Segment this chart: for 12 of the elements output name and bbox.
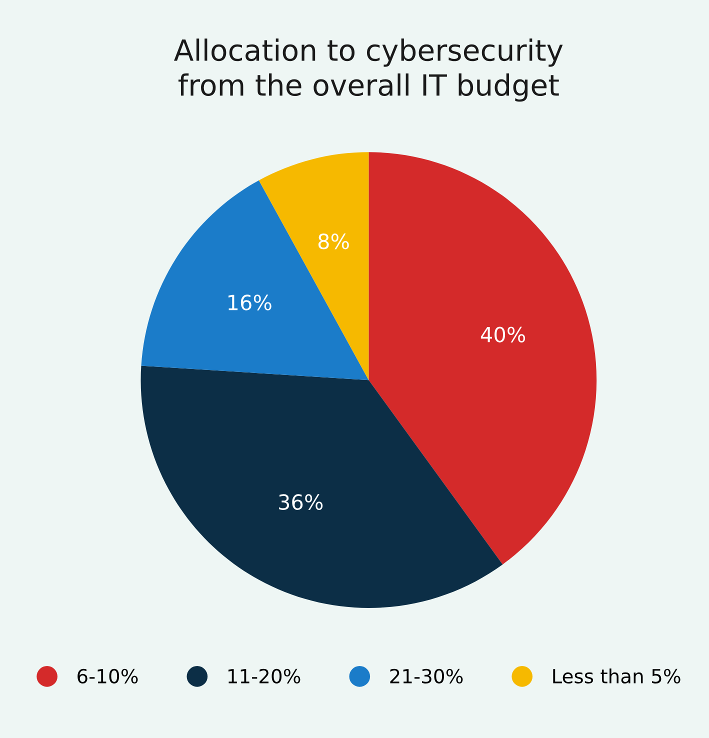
pie-slice [141,180,369,380]
data-label: 16% [228,294,272,310]
legend-label: 6-10% [78,668,138,684]
pie-slice [140,366,503,608]
pie-slice [368,152,597,564]
data-label: 8% [318,233,349,250]
legend-label: Less than 5% [553,668,680,684]
chart-title: Allocation to cybersecurity from the overall IT budget [174,38,563,102]
legend-label: 21-30% [390,668,463,684]
legend-label: 11-20% [228,668,300,684]
data-label: 40% [480,326,526,342]
data-label: 36% [279,494,323,510]
